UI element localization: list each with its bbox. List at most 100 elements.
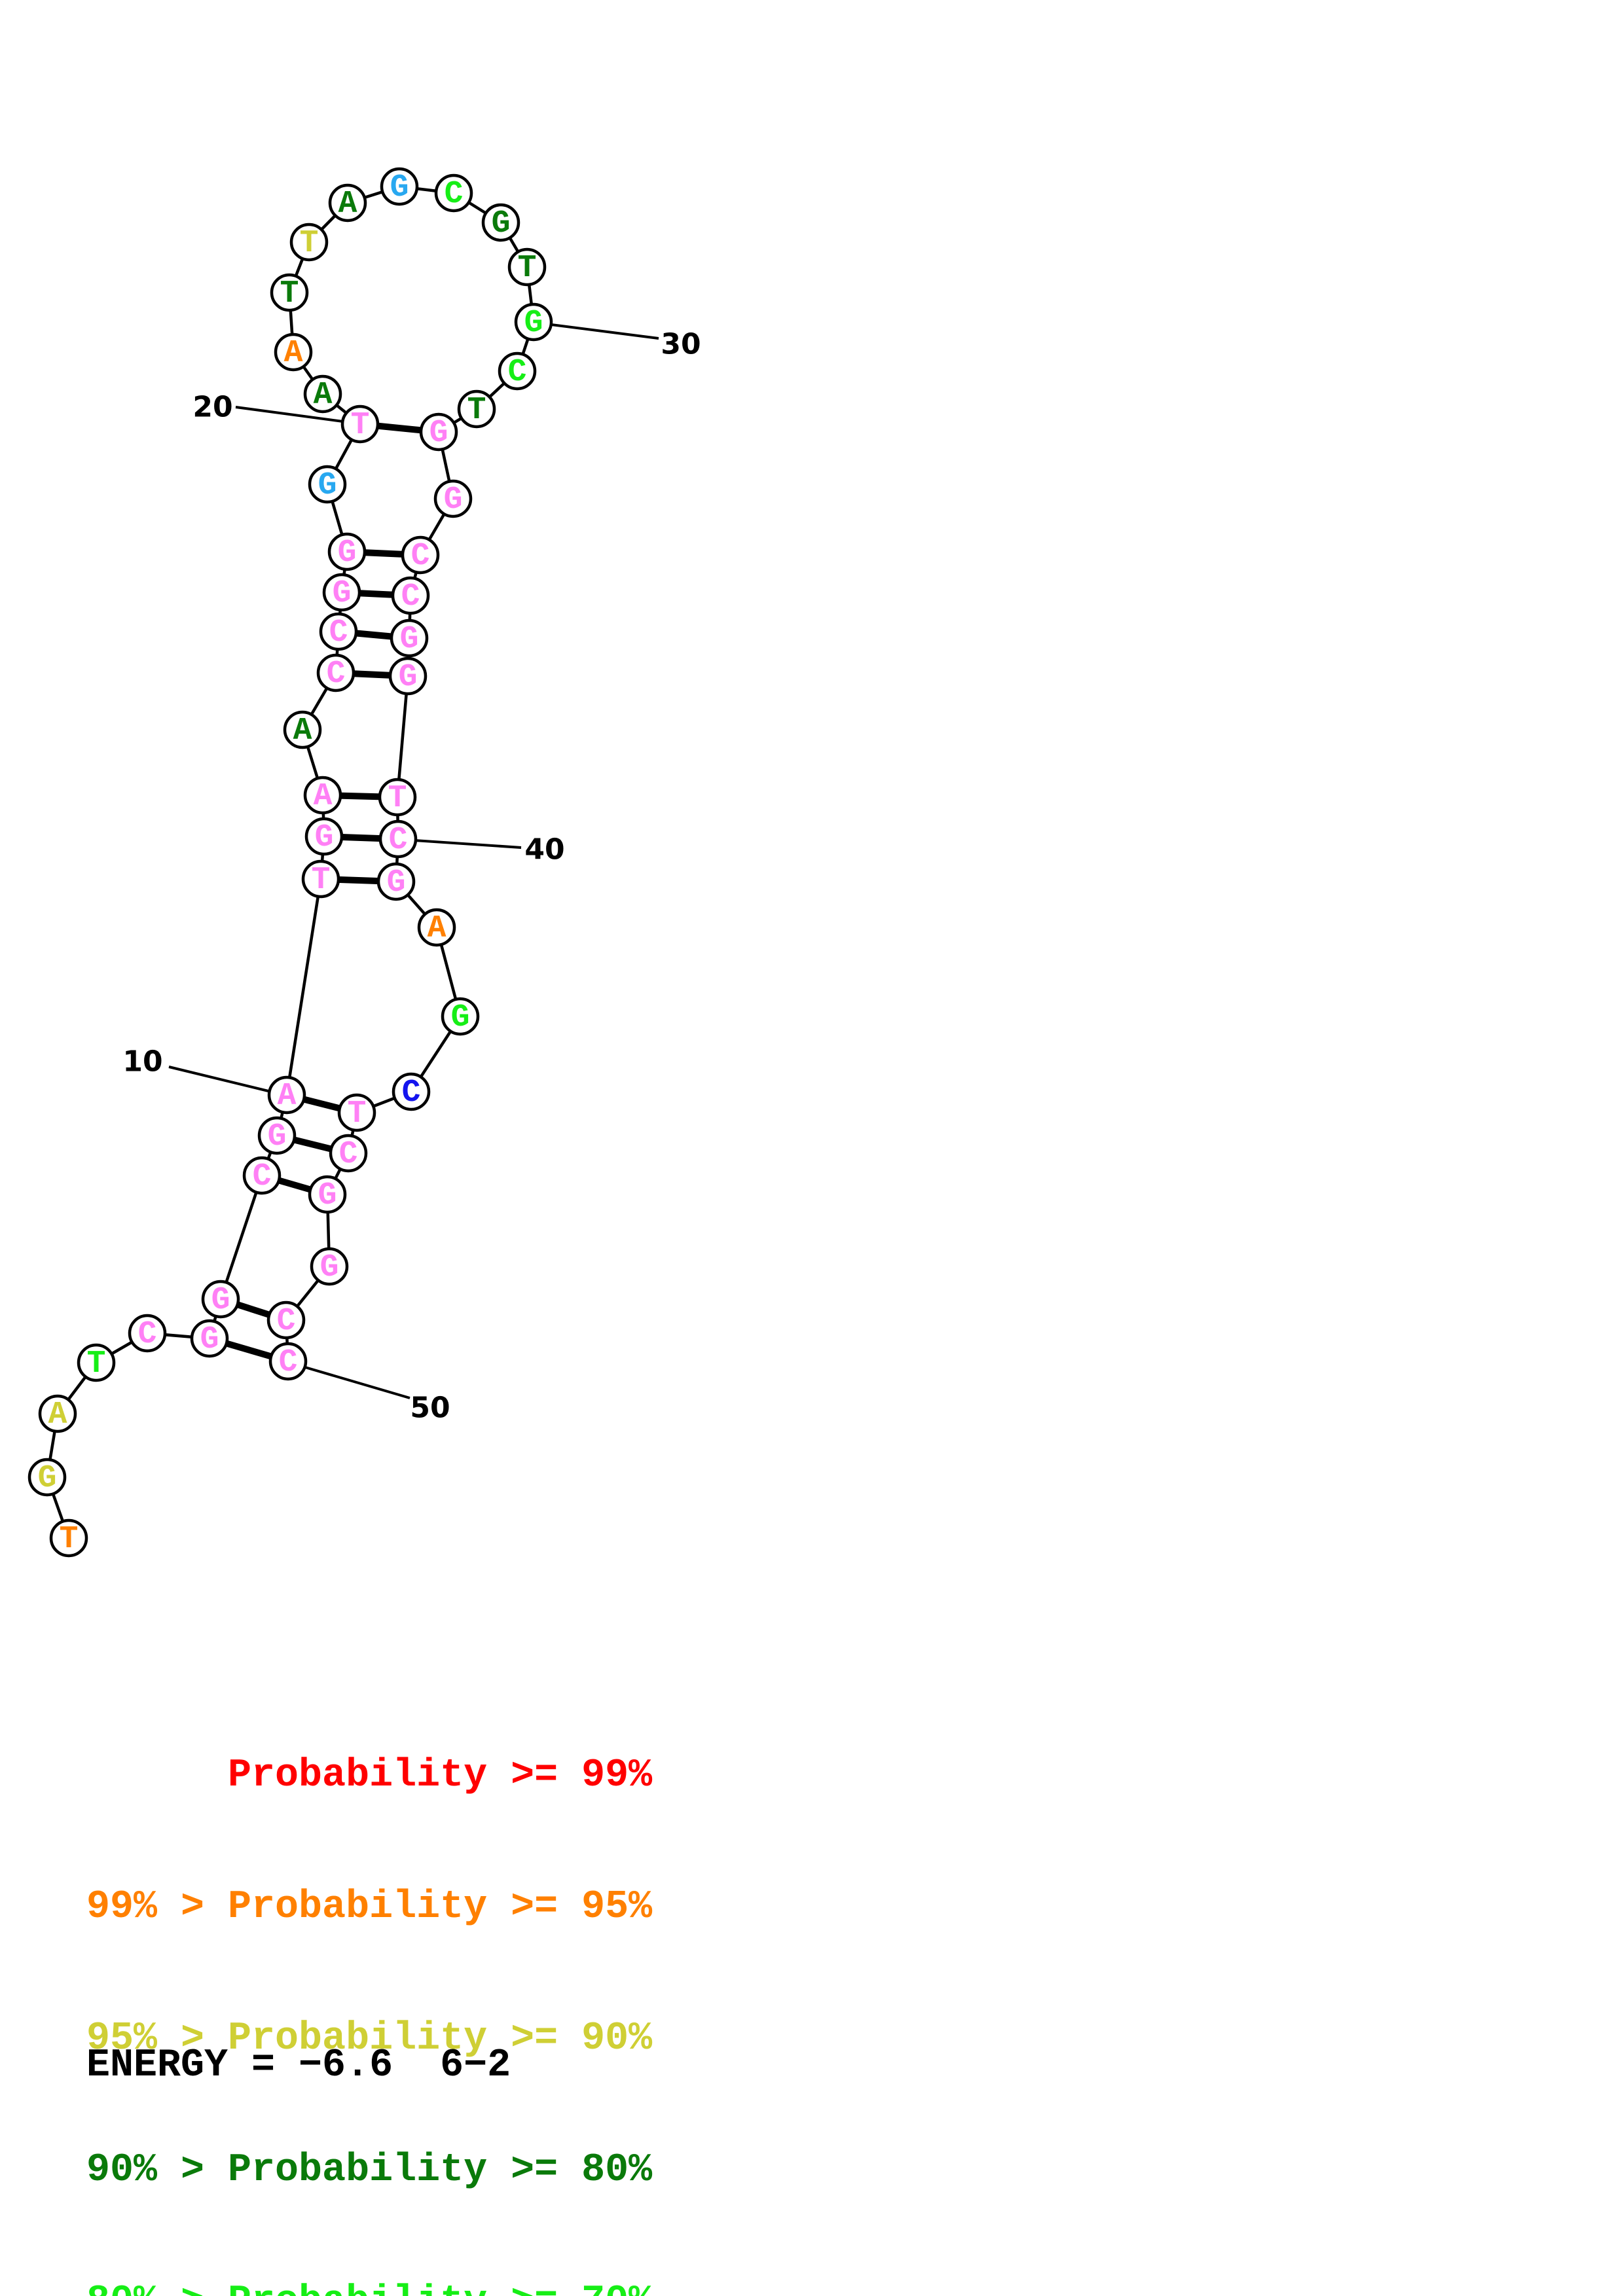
nucleotide-circle	[128, 1314, 167, 1353]
nucleotide-letter: G	[320, 1250, 339, 1285]
nucleotide-letter: G	[268, 1119, 287, 1155]
nucleotide-letter: C	[138, 1317, 157, 1352]
nucleotide-letter: C	[411, 539, 430, 574]
nucleotide-letter: G	[211, 1283, 230, 1318]
nucleotide-circle	[441, 997, 480, 1036]
nucleotide-circle	[390, 619, 429, 658]
nucleotide-letter: T	[518, 251, 537, 286]
position-label: 20	[192, 391, 232, 424]
nucleotide-circle	[329, 1134, 368, 1173]
nucleotide-circle	[266, 1300, 306, 1340]
nucleotide-circle	[337, 1093, 376, 1132]
nucleotide-circle	[274, 332, 313, 372]
nucleotide-circle	[308, 465, 347, 504]
nucleotide-letter: T	[348, 1096, 367, 1132]
nucleotide-circle	[77, 1343, 116, 1382]
nucleotide-letter: G	[444, 482, 463, 518]
nucleotide-letter: G	[318, 1178, 337, 1213]
nucleotide-letter: T	[467, 393, 486, 428]
nucleotide-circle	[27, 1458, 67, 1497]
legend-row-prob-90-95: 95% > Probability >= 90%	[86, 2017, 653, 2061]
nucleotide-circle	[378, 819, 418, 859]
position-label-pointer	[551, 323, 659, 340]
nucleotide-circle	[316, 653, 356, 692]
nucleotide-circle	[242, 1156, 282, 1195]
position-label: 40	[524, 833, 564, 867]
backbone-segment	[285, 878, 323, 1096]
nucleotide-letter: G	[429, 416, 448, 451]
nucleotide-letter: C	[389, 823, 408, 858]
nucleotide-circle	[303, 776, 342, 815]
nucleotide-circle	[388, 656, 428, 696]
nucleotide-circle	[328, 183, 367, 223]
position-label-pointer	[414, 839, 522, 849]
nucleotide-letter: G	[333, 576, 352, 611]
nucleotide-letter: A	[293, 713, 312, 749]
nucleotide-letter: G	[387, 865, 406, 901]
nucleotide-letter: G	[38, 1461, 57, 1496]
nucleotide-circle	[304, 817, 344, 856]
nucleotide-circle	[257, 1116, 297, 1155]
nucleotide-letter: T	[60, 1522, 79, 1557]
nucleotide-letter: T	[388, 781, 407, 816]
nucleotide-letter: C	[327, 656, 346, 692]
nucleotide-letter: T	[312, 863, 331, 898]
nucleotide-letter: C	[508, 355, 527, 390]
nucleotide-circle	[283, 710, 322, 749]
nucleotide-circle	[514, 302, 553, 342]
nucleotide-letter: T	[280, 276, 299, 312]
nucleotide-letter: C	[445, 177, 464, 212]
nucleotide-letter: T	[87, 1346, 106, 1382]
nucleotide-letter: G	[524, 306, 543, 341]
nucleotide-circle	[419, 412, 458, 452]
nucleotide-letter: C	[401, 579, 420, 615]
nucleotide-circle	[201, 1280, 240, 1319]
nucleotide-circle	[308, 1175, 347, 1214]
nucleotide-letter: G	[315, 820, 334, 855]
position-label: 30	[661, 328, 701, 361]
nucleotide-circle	[434, 173, 473, 213]
nucleotide-circle	[38, 1394, 77, 1433]
nucleotide-letter: G	[451, 1000, 470, 1035]
nucleotide-circle	[481, 203, 520, 242]
nucleotide-circle	[376, 862, 416, 901]
nucleotide-letter: A	[428, 911, 447, 946]
position-label-pointer	[168, 1066, 272, 1093]
position-label-pointer	[304, 1366, 410, 1399]
legend-row-prob-ge-99: Probability >= 99%	[86, 1753, 653, 1798]
nucleotide-circle	[322, 573, 361, 612]
nucleotide-circle	[401, 535, 440, 575]
nucleotide-letter: A	[48, 1397, 67, 1433]
nucleotide-letter: T	[300, 226, 319, 261]
legend-row-prob-95-99: 99% > Probability >= 95%	[86, 1885, 653, 1929]
position-label: 50	[410, 1391, 450, 1425]
nucleotide-letter: G	[200, 1322, 219, 1357]
legend-row-prob-70-80: 80% > Probability >= 70%	[86, 2280, 652, 2296]
nucleotide-circle	[378, 778, 417, 817]
nucleotide-circle	[267, 1075, 306, 1115]
nucleotide-circle	[303, 374, 342, 414]
nucleotide-letter: T	[351, 408, 370, 443]
legend-row-prob-80-90: 90% > Probability >= 80%	[86, 2148, 653, 2193]
nucleotide-circle	[380, 167, 419, 206]
position-label: 10	[122, 1045, 162, 1079]
nucleotide-letter: C	[339, 1137, 358, 1172]
nucleotide-letter: A	[314, 779, 333, 814]
nucleotide-circle	[498, 351, 537, 391]
backbone-segment	[219, 1175, 264, 1300]
nucleotide-letter: G	[492, 206, 511, 242]
nucleotide-letter: A	[338, 187, 357, 222]
nucleotide-letter: C	[279, 1345, 298, 1380]
nucleotide-circle	[268, 1342, 308, 1381]
backbone-segment	[395, 675, 410, 798]
nucleotide-circle	[417, 908, 456, 947]
nucleotide-letter: C	[277, 1304, 296, 1339]
nucleotide-circle	[301, 859, 340, 899]
nucleotide-letter: C	[329, 615, 348, 651]
nucleotide-circle	[391, 576, 430, 615]
nucleotide-letter: G	[318, 468, 337, 503]
nucleotide-letter: G	[338, 535, 357, 571]
probability-legend: Probability >= 99% 99% > Probability >= …	[86, 1666, 652, 2296]
